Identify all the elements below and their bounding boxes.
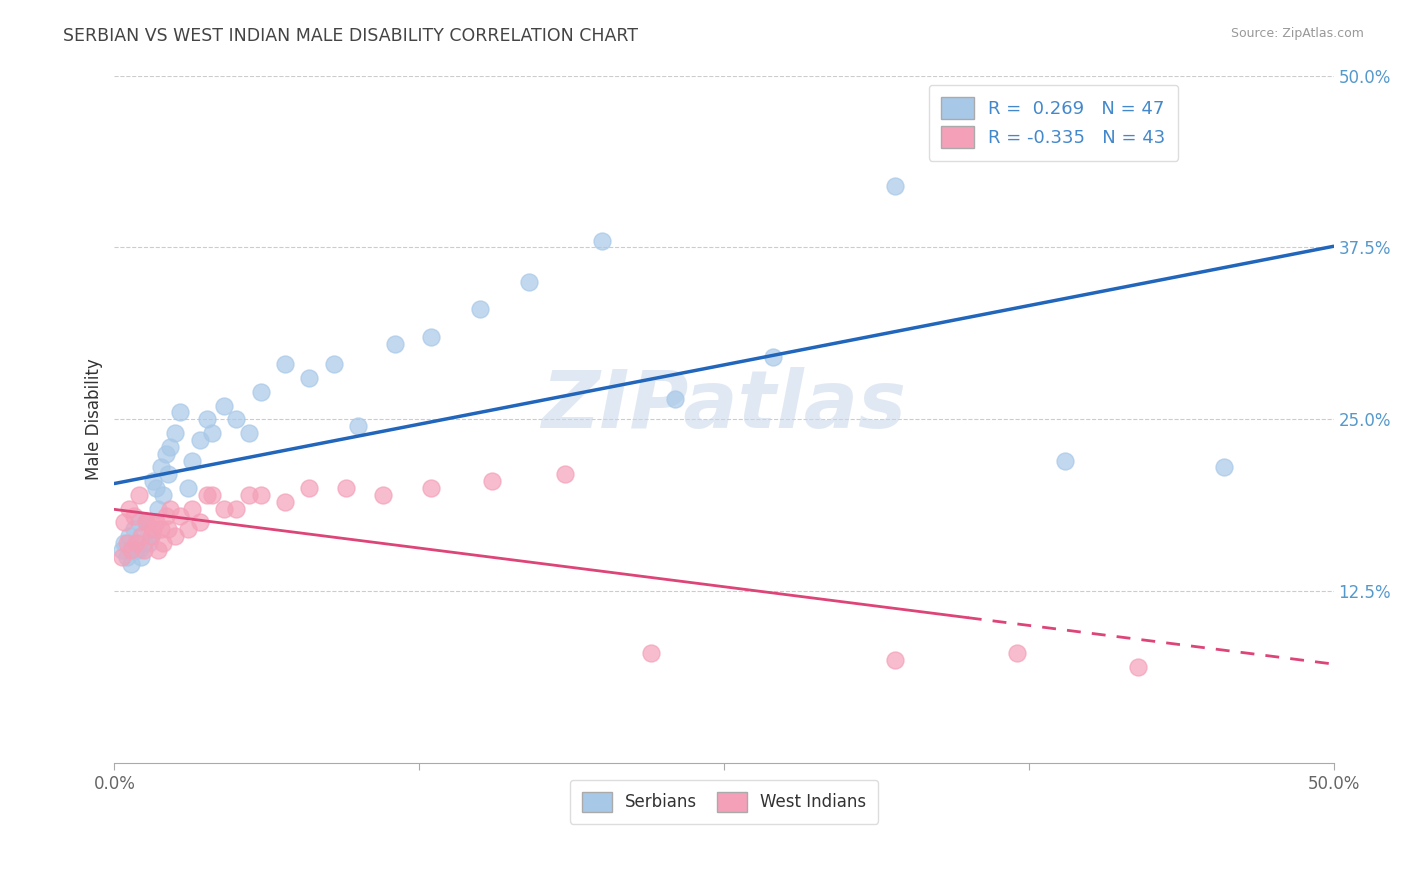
Point bbox=[118, 501, 141, 516]
Point bbox=[238, 426, 260, 441]
Point bbox=[1212, 460, 1234, 475]
Point bbox=[420, 330, 443, 344]
Point bbox=[420, 481, 443, 495]
Point bbox=[148, 501, 170, 516]
Point bbox=[128, 543, 150, 558]
Point bbox=[274, 495, 297, 509]
Point bbox=[122, 508, 145, 523]
Point bbox=[664, 392, 686, 406]
Point bbox=[155, 508, 177, 523]
Point bbox=[195, 412, 218, 426]
Point bbox=[298, 371, 321, 385]
Point bbox=[249, 488, 271, 502]
Point bbox=[157, 522, 180, 536]
Point bbox=[165, 529, 187, 543]
Point bbox=[188, 433, 211, 447]
Point bbox=[165, 426, 187, 441]
Point bbox=[139, 529, 162, 543]
Point bbox=[121, 543, 143, 558]
Point bbox=[1005, 646, 1028, 660]
Point bbox=[384, 336, 406, 351]
Point bbox=[145, 516, 167, 530]
Point bbox=[201, 426, 224, 441]
Point bbox=[176, 481, 198, 495]
Point bbox=[112, 536, 135, 550]
Point bbox=[111, 543, 134, 558]
Point bbox=[128, 488, 150, 502]
Point bbox=[335, 481, 357, 495]
Point bbox=[181, 453, 204, 467]
Point bbox=[148, 543, 170, 558]
Point bbox=[347, 419, 370, 434]
Point bbox=[181, 501, 204, 516]
Point bbox=[298, 481, 321, 495]
Point bbox=[201, 488, 224, 502]
Point bbox=[145, 481, 167, 495]
Point bbox=[122, 522, 145, 536]
Point bbox=[155, 447, 177, 461]
Point bbox=[118, 529, 141, 543]
Point bbox=[138, 536, 160, 550]
Point bbox=[152, 536, 174, 550]
Point bbox=[762, 351, 785, 365]
Point bbox=[149, 460, 172, 475]
Point bbox=[129, 529, 152, 543]
Point bbox=[468, 302, 491, 317]
Point bbox=[128, 516, 150, 530]
Point bbox=[1128, 660, 1150, 674]
Point bbox=[139, 529, 162, 543]
Text: SERBIAN VS WEST INDIAN MALE DISABILITY CORRELATION CHART: SERBIAN VS WEST INDIAN MALE DISABILITY C… bbox=[63, 27, 638, 45]
Point bbox=[188, 516, 211, 530]
Point bbox=[195, 488, 218, 502]
Point bbox=[554, 467, 576, 482]
Point bbox=[883, 653, 905, 667]
Point bbox=[115, 536, 138, 550]
Point bbox=[169, 508, 191, 523]
Point bbox=[138, 516, 160, 530]
Point bbox=[249, 384, 271, 399]
Point bbox=[169, 405, 191, 419]
Point bbox=[371, 488, 394, 502]
Point bbox=[149, 522, 172, 536]
Point bbox=[274, 357, 297, 371]
Point bbox=[517, 275, 540, 289]
Point bbox=[176, 522, 198, 536]
Point bbox=[132, 536, 155, 550]
Point bbox=[640, 646, 662, 660]
Point bbox=[212, 501, 235, 516]
Point bbox=[142, 474, 165, 488]
Point bbox=[135, 516, 157, 530]
Point bbox=[883, 178, 905, 193]
Point bbox=[159, 501, 181, 516]
Point bbox=[591, 234, 613, 248]
Point bbox=[125, 536, 148, 550]
Point bbox=[125, 543, 148, 558]
Text: Source: ZipAtlas.com: Source: ZipAtlas.com bbox=[1230, 27, 1364, 40]
Point bbox=[159, 440, 181, 454]
Point bbox=[111, 549, 134, 564]
Point bbox=[115, 549, 138, 564]
Point bbox=[121, 557, 143, 571]
Point bbox=[152, 488, 174, 502]
Point bbox=[322, 357, 344, 371]
Point bbox=[142, 522, 165, 536]
Legend: Serbians, West Indians: Serbians, West Indians bbox=[569, 780, 879, 823]
Point bbox=[135, 516, 157, 530]
Point bbox=[157, 467, 180, 482]
Point bbox=[238, 488, 260, 502]
Text: ZIPatlas: ZIPatlas bbox=[541, 367, 907, 444]
Point bbox=[481, 474, 503, 488]
Point bbox=[225, 412, 247, 426]
Y-axis label: Male Disability: Male Disability bbox=[86, 359, 103, 480]
Point bbox=[132, 543, 155, 558]
Point bbox=[225, 501, 247, 516]
Point bbox=[129, 549, 152, 564]
Point bbox=[212, 399, 235, 413]
Point bbox=[1054, 453, 1077, 467]
Point bbox=[112, 516, 135, 530]
